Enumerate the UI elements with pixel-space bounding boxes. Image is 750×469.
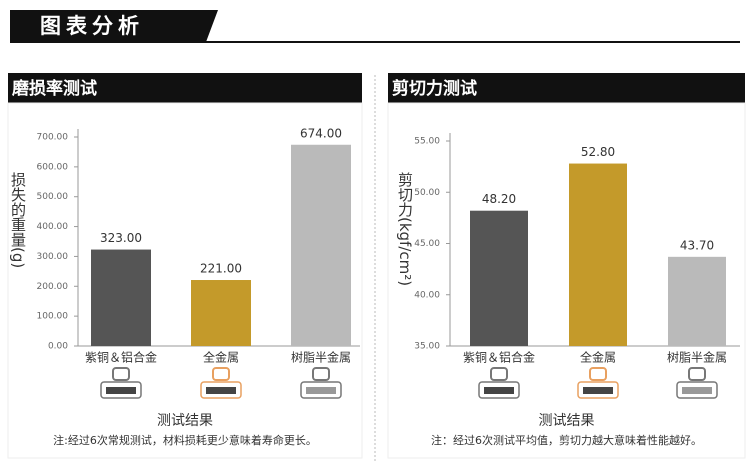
panel-title: 剪切力测试	[392, 78, 477, 99]
bar	[470, 210, 528, 346]
pad-icon-fill	[306, 387, 336, 394]
y-tick-label: 50.00	[414, 188, 440, 198]
pad-icon-top	[688, 367, 706, 381]
y-tick-label: 45.00	[414, 239, 440, 249]
y-tick-label: 400.00	[37, 222, 69, 232]
pad-icon-fill	[106, 387, 136, 394]
pad-icon-top	[112, 367, 130, 381]
value-label: 674.00	[300, 126, 342, 140]
x-axis-label: 测试结果	[157, 413, 213, 429]
pad-icon-fill	[484, 387, 514, 394]
panel-frame	[7, 102, 363, 459]
y-axis-label: 损失的重量(g)	[9, 172, 27, 268]
bar	[291, 144, 351, 346]
pad-icon-fill	[583, 387, 613, 394]
x-tick-label: 全金属	[580, 350, 616, 365]
value-label: 323.00	[100, 231, 142, 245]
note: 注：经过6次测试平均值，剪切力越大意味着性能越好。	[431, 433, 702, 447]
panel-frame	[387, 102, 746, 459]
value-label: 221.00	[200, 262, 242, 276]
value-label: 48.20	[482, 192, 516, 206]
y-tick-label: 500.00	[37, 192, 69, 202]
x-tick-label: 紫铜＆铝合金	[85, 350, 157, 365]
y-tick-label: 55.00	[414, 137, 440, 147]
bar	[569, 163, 627, 346]
y-tick-label: 35.00	[414, 342, 440, 352]
y-tick-label: 600.00	[37, 162, 69, 172]
x-tick-label: 树脂半金属	[291, 350, 351, 365]
y-tick-label: 100.00	[37, 312, 69, 322]
y-tick-label: 200.00	[37, 282, 69, 292]
pad-icon-top	[490, 367, 508, 381]
x-tick-label: 紫铜＆铝合金	[463, 350, 535, 365]
pad-icon-fill	[206, 387, 236, 394]
y-axis-label: 剪切力(kgf/cm²)	[396, 172, 414, 286]
header-band	[10, 10, 218, 42]
x-tick-label: 全金属	[203, 350, 239, 365]
header-title: 图表分析	[40, 14, 144, 38]
y-tick-label: 300.00	[37, 252, 69, 262]
panel-title-band	[388, 73, 745, 103]
pad-icon-top	[312, 367, 330, 381]
x-tick-label: 树脂半金属	[667, 350, 727, 365]
pad-icon-fill	[682, 387, 712, 394]
panel-title: 磨损率测试	[12, 78, 97, 99]
bar	[91, 249, 151, 346]
y-tick-label: 40.00	[414, 290, 440, 300]
y-tick-label: 700.00	[37, 133, 69, 143]
y-tick-label: 0.00	[48, 342, 68, 352]
pad-icon-top	[589, 367, 607, 381]
value-label: 43.70	[680, 238, 714, 252]
panel-title-band	[8, 73, 362, 103]
pad-icon-top	[212, 367, 230, 381]
value-label: 52.80	[581, 145, 615, 159]
bar	[191, 280, 251, 346]
note: 注:经过6次常规测试，材料损耗更少意味着寿命更长。	[53, 433, 317, 447]
x-axis-label: 测试结果	[539, 413, 595, 429]
bar	[668, 256, 726, 346]
